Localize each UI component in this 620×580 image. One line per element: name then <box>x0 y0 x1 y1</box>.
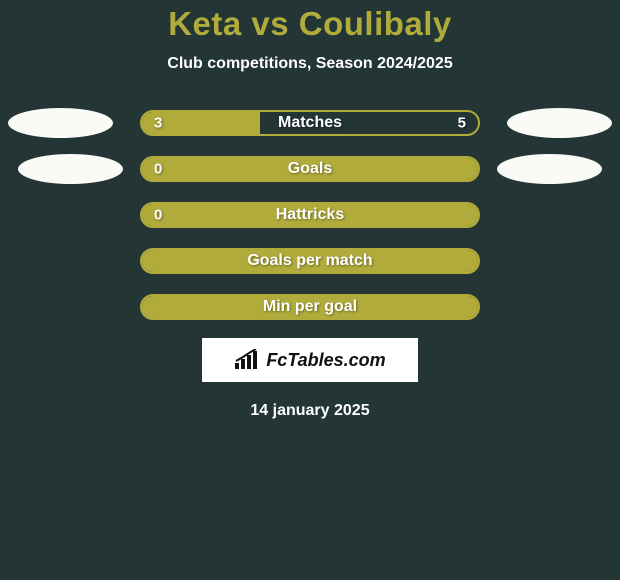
stat-bar-goals-per-match: Goals per match <box>140 248 480 274</box>
bar-fill-left <box>142 296 478 318</box>
stat-right-value: 5 <box>458 115 466 132</box>
bar-fill-left <box>142 204 478 226</box>
stat-row-goals-per-match: Goals per match <box>0 246 620 276</box>
player-left-badge <box>8 108 113 138</box>
stat-left-value: 0 <box>154 161 162 178</box>
logo-box: FcTables.com <box>202 338 418 382</box>
stat-bar-hattricks: 0 Hattricks <box>140 202 480 228</box>
stat-bars: 3 Matches 5 0 Goals 0 Hatt <box>0 108 620 322</box>
bar-fill-left <box>142 158 478 180</box>
stat-row-goals: 0 Goals <box>0 154 620 184</box>
bar-fill-left <box>142 250 478 272</box>
player-right-badge <box>497 154 602 184</box>
logo-text: FcTables.com <box>266 350 385 371</box>
player-right-badge <box>507 108 612 138</box>
logo: FcTables.com <box>234 349 385 371</box>
stat-bar-goals: 0 Goals <box>140 156 480 182</box>
player-left-badge <box>18 154 123 184</box>
page-title: Keta vs Coulibaly <box>0 5 620 43</box>
date-text: 14 january 2025 <box>0 402 620 420</box>
stat-bar-min-per-goal: Min per goal <box>140 294 480 320</box>
bars-icon <box>234 349 262 371</box>
stat-row-min-per-goal: Min per goal <box>0 292 620 322</box>
stat-row-matches: 3 Matches 5 <box>0 108 620 138</box>
stat-row-hattricks: 0 Hattricks <box>0 200 620 230</box>
stat-left-value: 0 <box>154 207 162 224</box>
stat-left-value: 3 <box>154 115 162 132</box>
comparison-infographic: Keta vs Coulibaly Club competitions, Sea… <box>0 0 620 420</box>
stat-bar-matches: 3 Matches 5 <box>140 110 480 136</box>
subtitle: Club competitions, Season 2024/2025 <box>0 55 620 73</box>
